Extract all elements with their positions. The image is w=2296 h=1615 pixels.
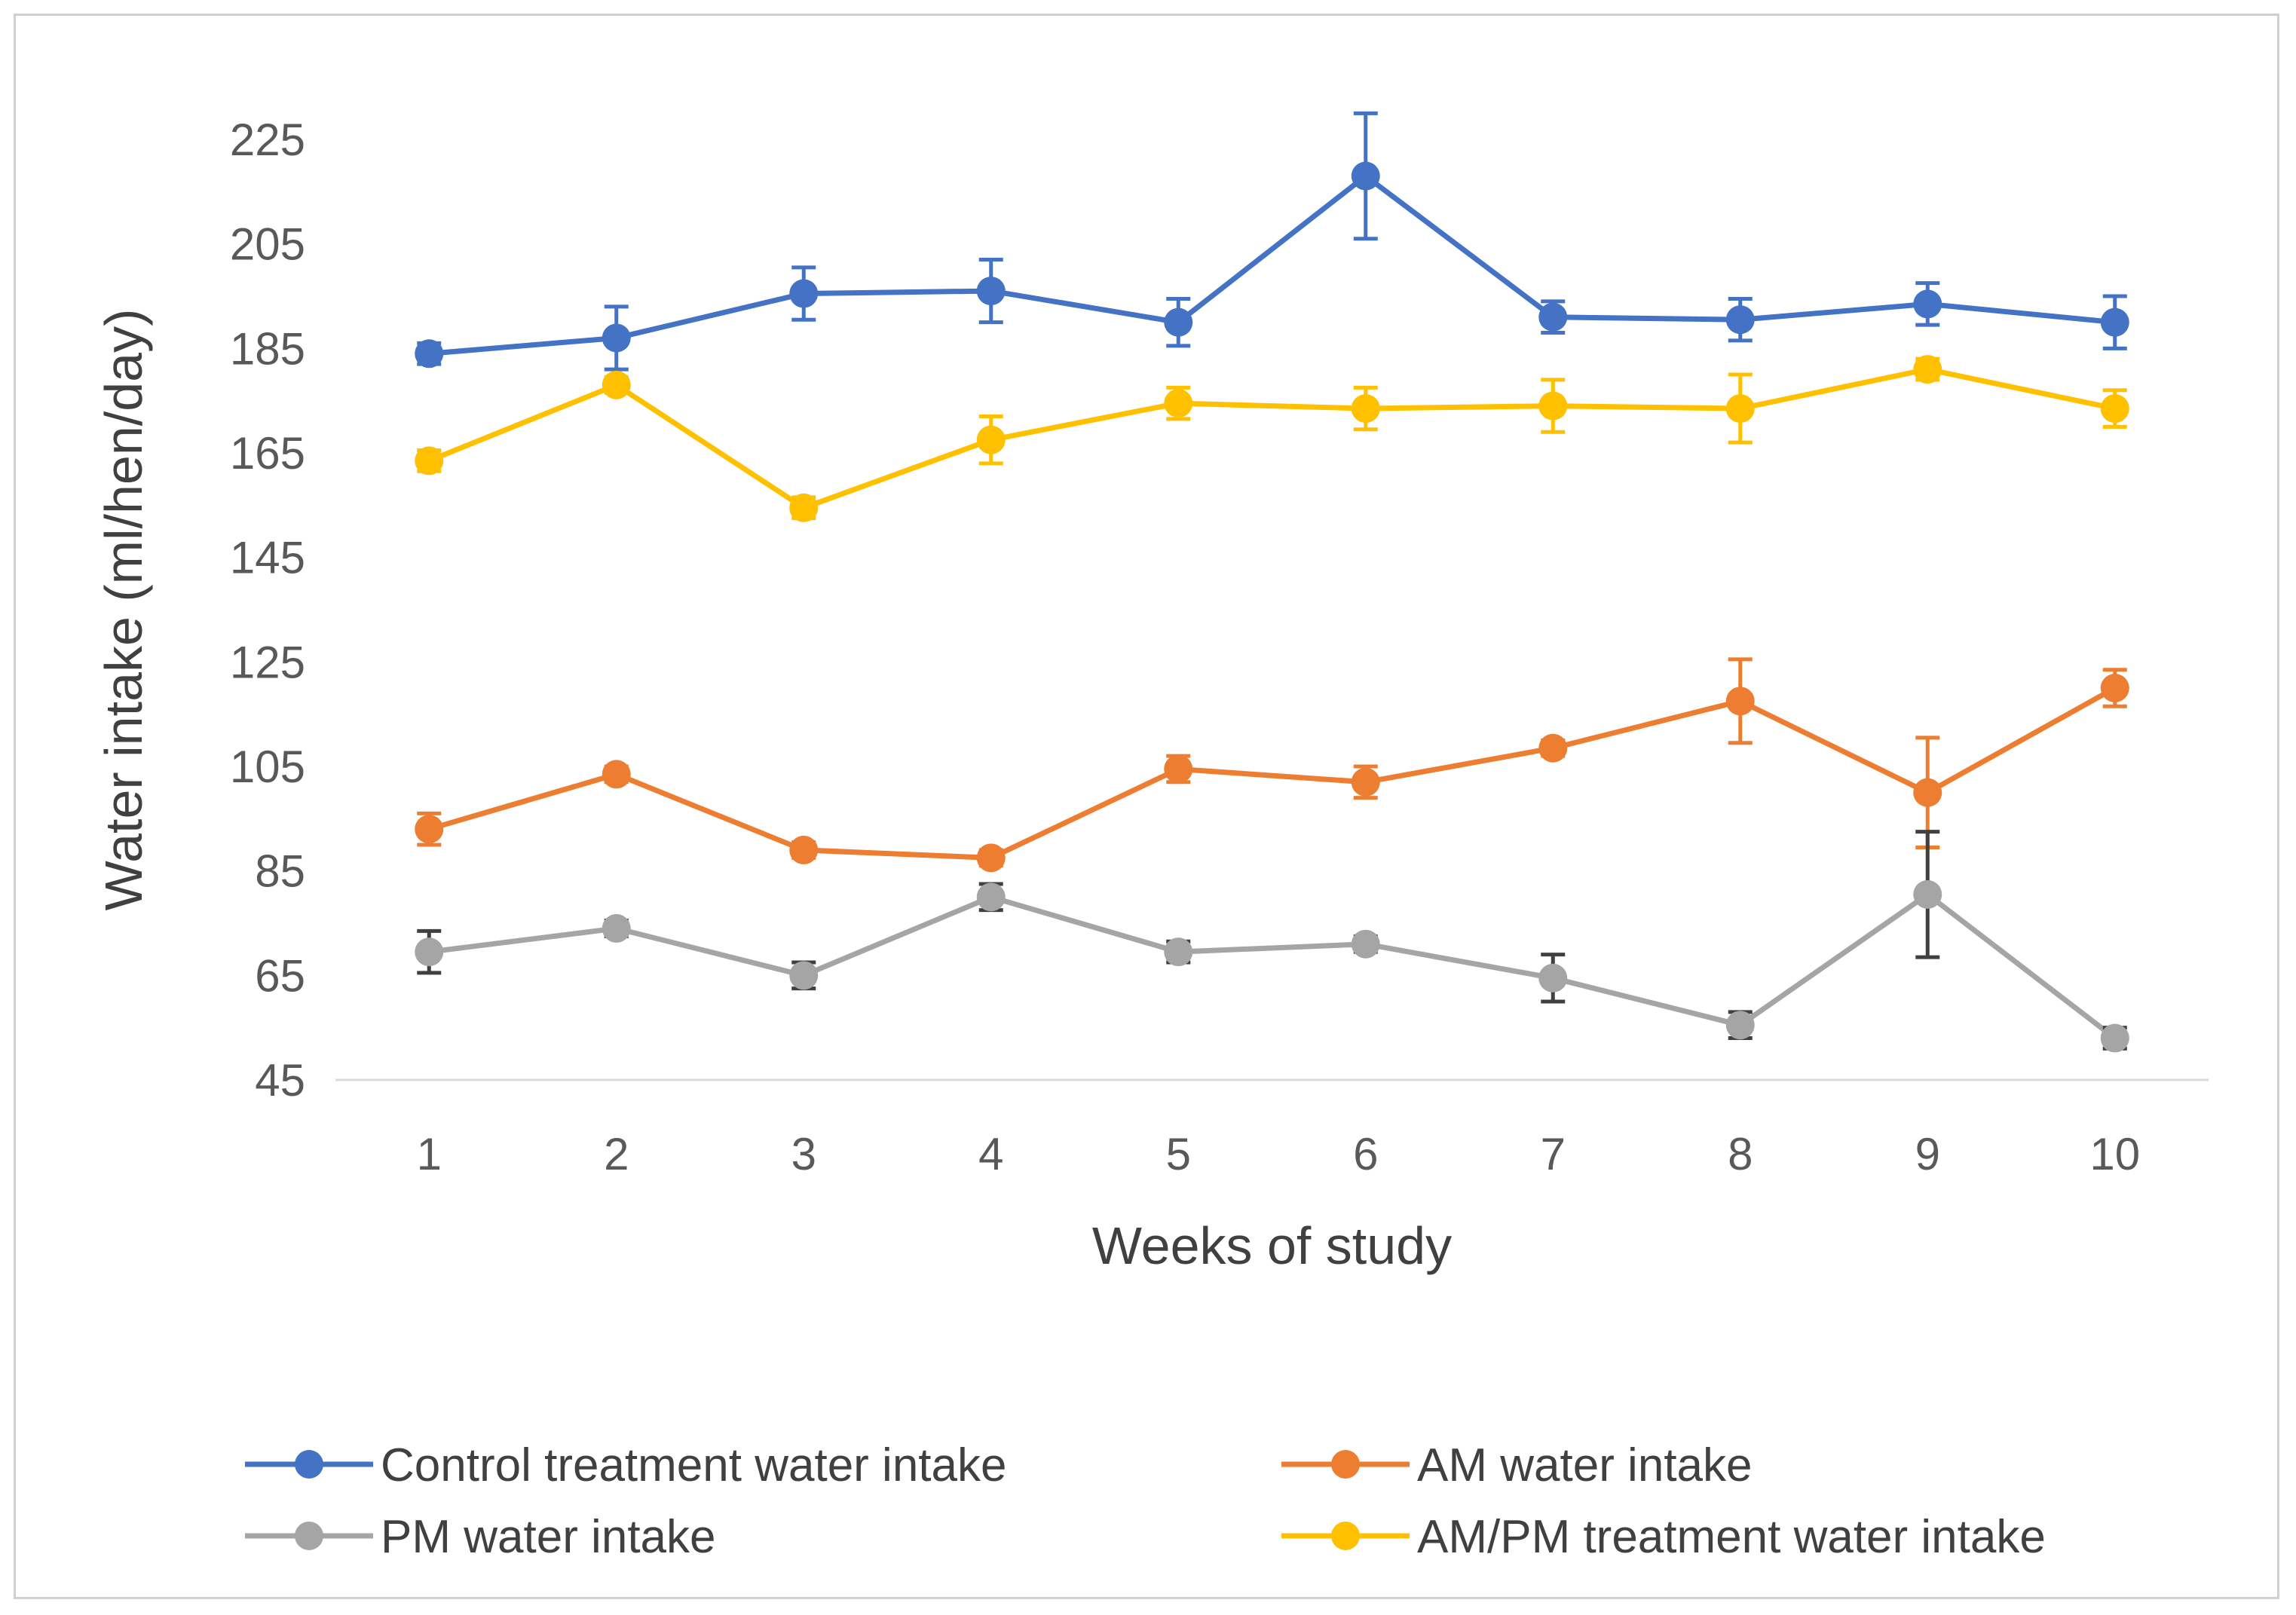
legend-marker [295, 1522, 323, 1550]
data-point [789, 493, 819, 522]
data-point [2100, 674, 2129, 702]
legend-item: AM water intake [1281, 1439, 1753, 1491]
data-point [976, 882, 1006, 912]
chart-frame [14, 14, 2279, 1599]
data-point [976, 425, 1006, 454]
data-point [2100, 394, 2129, 424]
data-point [1913, 778, 1942, 807]
legend-marker [1331, 1450, 1360, 1479]
x-tick-label: 3 [791, 1129, 816, 1179]
legend-marker [1331, 1522, 1360, 1550]
x-tick-label: 4 [978, 1129, 1003, 1179]
data-point [602, 760, 631, 789]
y-tick-label: 205 [230, 219, 305, 270]
y-tick-label: 105 [230, 742, 305, 792]
data-point [415, 937, 444, 967]
data-point [415, 339, 444, 369]
data-point [1538, 391, 1568, 421]
series-2 [415, 657, 2129, 873]
x-tick-label: 9 [1915, 1129, 1940, 1179]
data-point [1913, 289, 1942, 319]
data-point [1351, 161, 1380, 191]
legend-label: PM water intake [381, 1511, 716, 1563]
data-point [789, 279, 819, 308]
series-line [426, 173, 2118, 356]
data-point [1913, 355, 1942, 384]
data-point [1538, 302, 1568, 332]
data-point [976, 277, 1006, 306]
x-tick-label: 7 [1541, 1129, 1566, 1179]
legend: Control treatment water intake AM water i… [245, 1439, 2046, 1563]
data-point [1913, 879, 1942, 909]
data-point [1538, 963, 1568, 993]
data-point [415, 446, 444, 476]
data-point [1351, 929, 1380, 959]
y-axis-title: Water intake (ml/hen/day) [94, 309, 153, 911]
data-point [976, 843, 1006, 873]
x-tick-label: 10 [2089, 1129, 2140, 1179]
legend-label: AM/PM treatment water intake [1417, 1511, 2046, 1563]
y-tick-label: 225 [230, 115, 305, 165]
data-point [415, 815, 444, 844]
data-point [1725, 394, 1755, 424]
data-point [1164, 754, 1193, 784]
legend-item: Control treatment water intake [245, 1439, 1007, 1491]
series-1 [415, 111, 2129, 372]
y-tick-label: 185 [230, 323, 305, 374]
data-point [1351, 394, 1380, 424]
series-line [426, 685, 2118, 861]
data-point [789, 961, 819, 990]
x-tick-label: 8 [1728, 1129, 1753, 1179]
x-axis-title: Weeks of study [1092, 1216, 1452, 1275]
y-tick-label: 85 [255, 846, 305, 897]
series-4 [415, 355, 2129, 522]
legend-item: PM water intake [245, 1511, 716, 1563]
data-point [2100, 1023, 2129, 1053]
y-tick-label: 45 [255, 1055, 305, 1106]
series-line [426, 366, 2118, 511]
x-tick-label: 5 [1166, 1129, 1191, 1179]
legend-label: Control treatment water intake [381, 1439, 1007, 1491]
data-point [2100, 307, 2129, 337]
data-point [1164, 389, 1193, 418]
x-tick-label: 1 [417, 1129, 442, 1179]
legend-marker [295, 1450, 323, 1479]
data-point [1538, 733, 1568, 763]
y-tick-label: 65 [255, 950, 305, 1001]
data-point [1725, 687, 1755, 716]
data-point [1351, 767, 1380, 797]
series-line [426, 892, 2118, 1041]
data-point [602, 370, 631, 399]
data-point [1164, 937, 1193, 967]
legend-label: AM water intake [1417, 1439, 1753, 1491]
legend-item: AM/PM treatment water intake [1281, 1511, 2046, 1563]
data-point [1725, 1011, 1755, 1040]
data-point [1725, 305, 1755, 335]
data-point [789, 835, 819, 864]
x-tick-label: 2 [604, 1129, 629, 1179]
series-3 [415, 830, 2129, 1053]
data-point [602, 913, 631, 943]
data-point [1164, 307, 1193, 337]
y-tick-label: 165 [230, 428, 305, 479]
x-tick-label: 6 [1353, 1129, 1378, 1179]
y-tick-label: 145 [230, 533, 305, 583]
y-tick-label: 125 [230, 637, 305, 687]
data-point [602, 323, 631, 353]
